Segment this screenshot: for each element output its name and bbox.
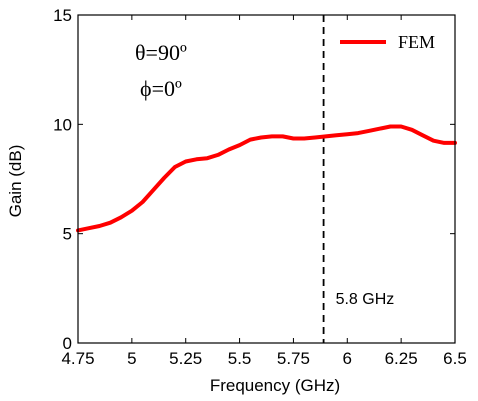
x-tick-label: 6.25	[385, 349, 418, 368]
x-axis-label: Frequency (GHz)	[210, 376, 340, 395]
x-tick-label: 5.75	[277, 349, 310, 368]
plot-frame	[77, 14, 456, 344]
x-tick-label: 4.75	[61, 349, 94, 368]
x-tick-label: 6	[343, 349, 352, 368]
axis-layer: 4.75 5 5.25 5.5 5.75 6 6.25 6.5 0 5 10 15	[53, 6, 467, 368]
y-tick-label: 0	[63, 334, 72, 353]
frequency-marker-label: 5.8 GHz	[336, 291, 395, 308]
plot-layer: 5.8 GHz	[76, 15, 457, 343]
y-tick-label: 5	[63, 225, 72, 244]
x-tick-label: 5.5	[228, 349, 252, 368]
legend-label: FEM	[398, 32, 435, 52]
y-tick-label: 10	[53, 115, 72, 134]
x-tick-label: 5.25	[169, 349, 202, 368]
phi-annotation: ϕ=0º	[140, 76, 182, 101]
legend: FEM	[340, 32, 435, 52]
series-line-fem	[76, 124, 457, 233]
y-tick-label: 15	[53, 6, 72, 25]
theta-annotation: θ=90º	[135, 40, 187, 65]
y-axis-label: Gain (dB)	[6, 145, 25, 218]
x-tick-label: 5	[127, 349, 136, 368]
x-tick-label: 6.5	[443, 349, 467, 368]
